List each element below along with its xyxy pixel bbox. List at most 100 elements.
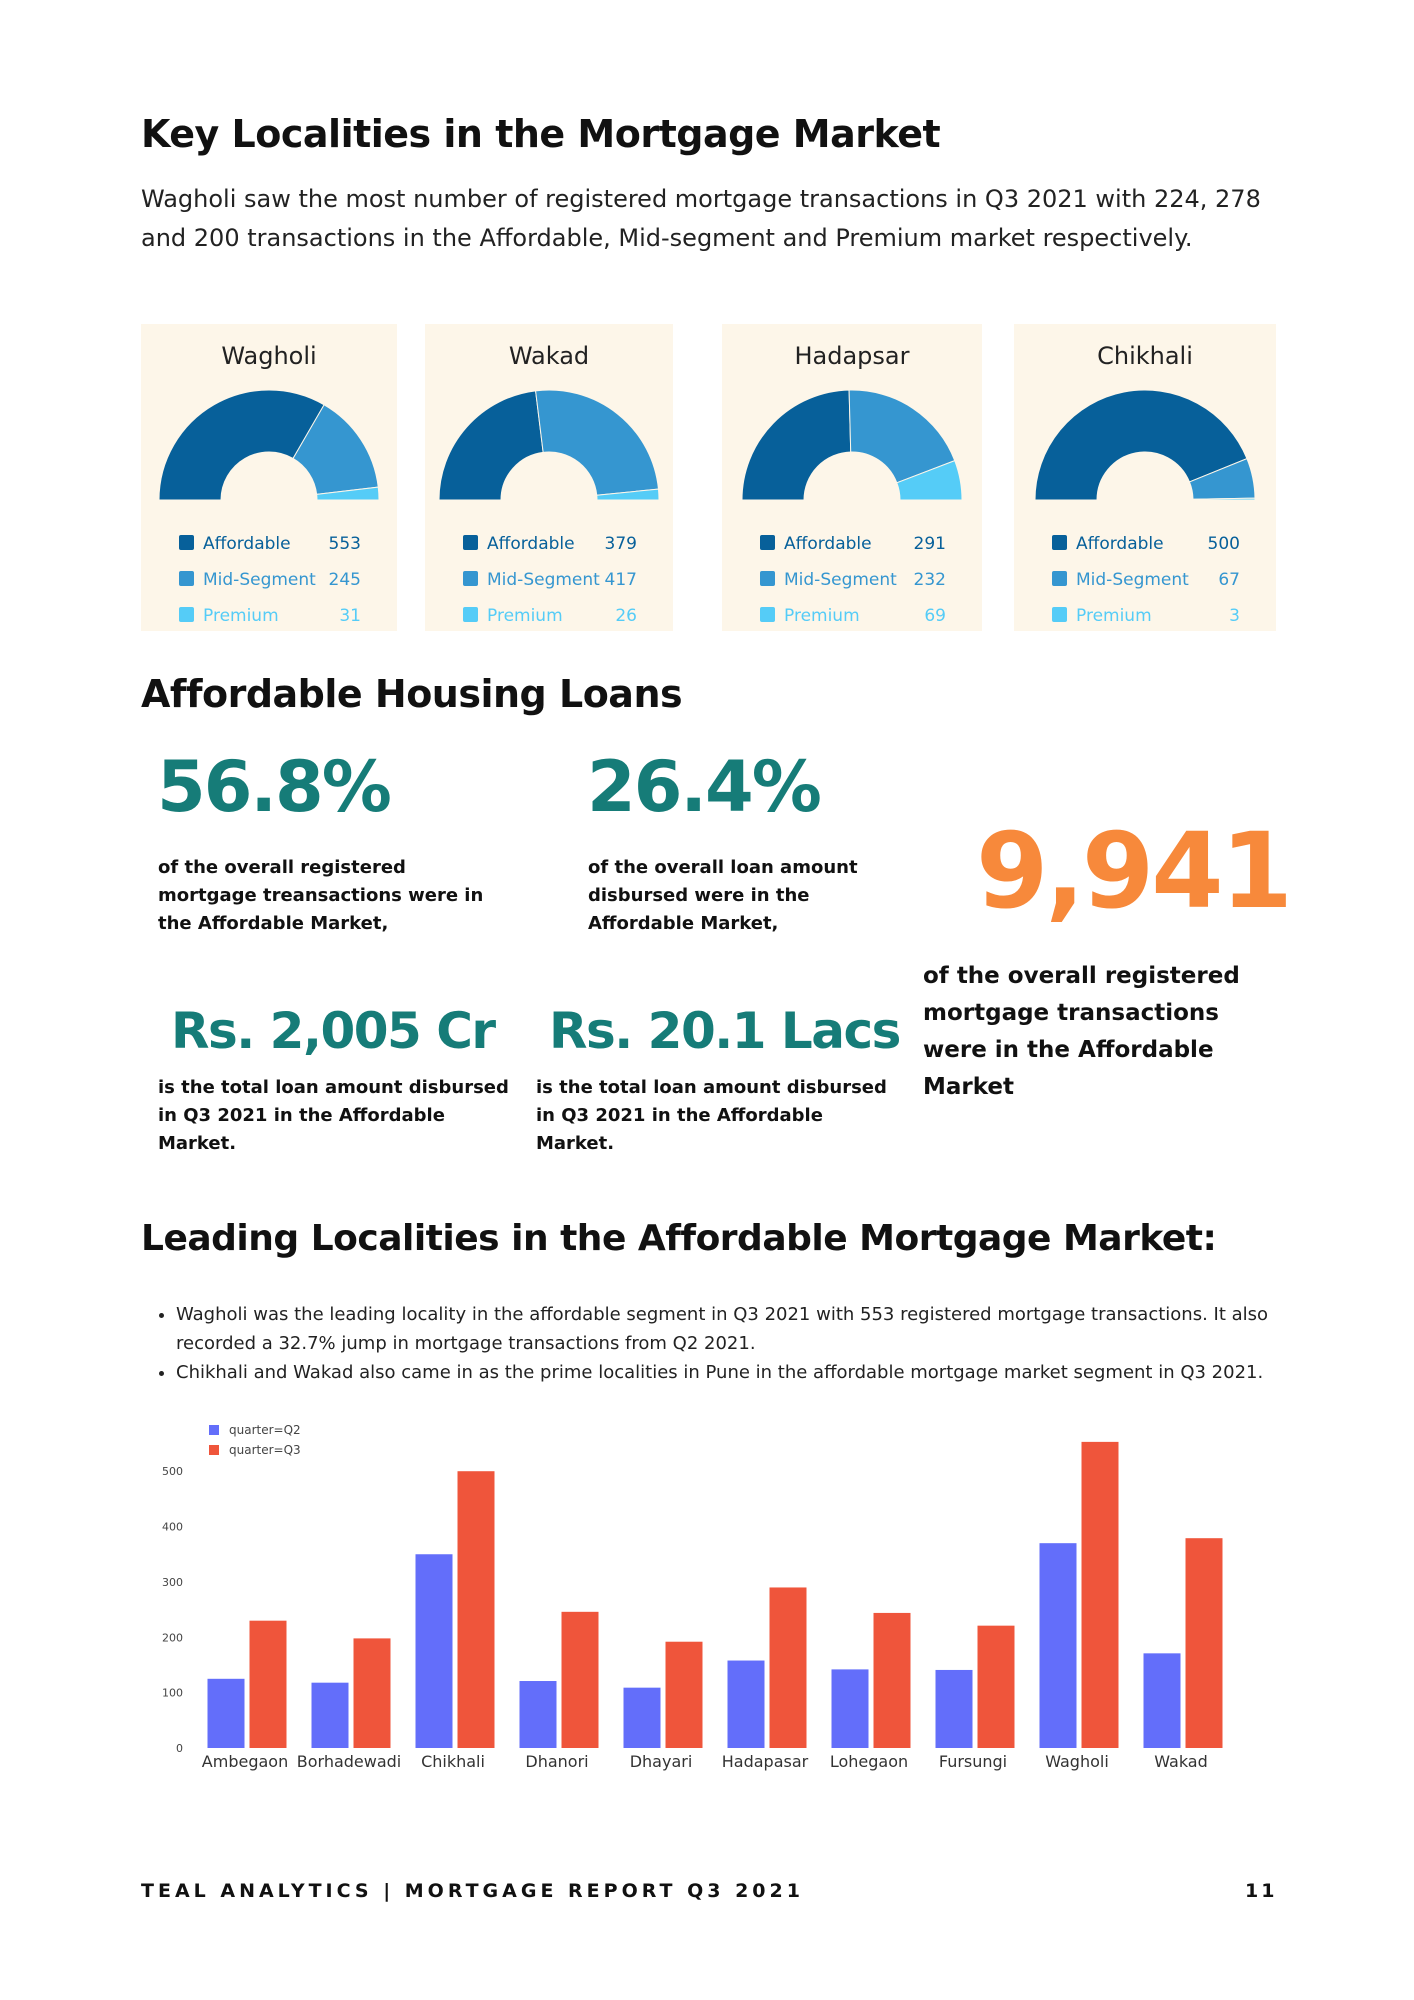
donut-card-wagholi: Wagholi Affordable 553 Mid-Segment 245 Premiu… xyxy=(141,324,397,631)
legend-swatch xyxy=(760,571,775,586)
legend-value: 3 xyxy=(1229,606,1240,626)
legend-value: 500 xyxy=(1208,534,1240,554)
legend-value: 291 xyxy=(914,534,946,554)
bar-q2 xyxy=(831,1669,869,1748)
donut-segment-affordable xyxy=(438,390,544,501)
legend-swatch xyxy=(463,571,478,586)
bar-q3 xyxy=(353,1638,391,1748)
donut-segment-premium xyxy=(316,486,380,501)
legend-value: 553 xyxy=(329,534,361,554)
donut-title: Chikhali xyxy=(1097,342,1193,370)
list-item: Wagholi was the leading locality in the … xyxy=(176,1300,1296,1358)
legend-value: 69 xyxy=(924,606,946,626)
legend-label: Mid-Segment xyxy=(784,570,897,590)
legend-value: 417 xyxy=(605,570,637,590)
stat-desc-average-amount: is the total loan amount disbursed in Q3… xyxy=(536,1077,887,1154)
legend-label: Premium xyxy=(203,606,279,626)
legend-label: Affordable xyxy=(1076,534,1164,554)
legend-value: 379 xyxy=(605,534,637,554)
stat-value-amount-share: 26.4% xyxy=(587,746,822,828)
section-title-key-localities: Key Localities in the Mortgage Market xyxy=(141,112,941,156)
x-tick-label: Wagholi xyxy=(1045,1752,1109,1771)
legend-label: Premium xyxy=(784,606,860,626)
bar-q2 xyxy=(623,1687,661,1748)
legend-label: quarter=Q3 xyxy=(229,1443,301,1457)
footer-report-title: TEAL ANALYTICS | MORTGAGE REPORT Q3 2021 xyxy=(141,1880,804,1902)
legend-label: Premium xyxy=(487,606,563,626)
stat-desc-total-amount: is the total loan amount disbursed in Q3… xyxy=(158,1077,509,1154)
legend-label: Mid-Segment xyxy=(487,570,600,590)
stat-desc-amount-share: of the overall loan amount disbursed wer… xyxy=(588,857,858,934)
bar-q2 xyxy=(1039,1543,1077,1748)
donut-title: Wagholi xyxy=(221,342,316,370)
y-tick-label: 0 xyxy=(176,1742,183,1755)
donut-segment-affordable xyxy=(158,389,325,501)
legend-value: 245 xyxy=(329,570,361,590)
legend-swatch xyxy=(760,607,775,622)
stat-value-transaction-count: 9,941 xyxy=(976,810,1293,932)
donut-segment-mid-segment xyxy=(848,389,956,484)
stat-value-transactions-share: 56.8% xyxy=(157,746,392,828)
legend-swatch xyxy=(179,607,194,622)
donut-card-wakad: Wakad Affordable 379 Mid-Segment 417 Premium 2… xyxy=(425,324,673,631)
bar-q2 xyxy=(207,1678,245,1748)
donut-segment-premium xyxy=(596,488,660,501)
bar-q3 xyxy=(249,1620,287,1748)
y-tick-label: 500 xyxy=(162,1465,183,1478)
bar-q3 xyxy=(873,1612,911,1748)
donut-title: Wakad xyxy=(509,342,589,370)
section-title-affordable-loans: Affordable Housing Loans xyxy=(141,672,683,716)
donut-card-chikhali: Chikhali Affordable 500 Mid-Segment 67 Premiu… xyxy=(1014,324,1276,631)
donut-title: Hadapsar xyxy=(794,342,909,370)
legend-swatch xyxy=(179,571,194,586)
intro-paragraph: Wagholi saw the most number of registere… xyxy=(141,185,1261,252)
legend-swatch xyxy=(463,607,478,622)
bar-q3 xyxy=(561,1611,599,1748)
donut-segment-mid-segment xyxy=(535,389,660,496)
x-tick-label: Dhayari xyxy=(630,1752,693,1771)
list-item: Chikhali and Wakad also came in as the p… xyxy=(176,1358,1296,1387)
legend-label: Affordable xyxy=(203,534,291,554)
legend-swatch xyxy=(463,535,478,550)
legend-value: 31 xyxy=(339,606,361,626)
x-tick-label: Dhanori xyxy=(525,1752,588,1771)
stat-desc-transaction-count: of the overall registered mortgage trans… xyxy=(923,963,1240,1100)
legend-swatch xyxy=(1052,607,1067,622)
y-tick-label: 100 xyxy=(162,1687,183,1700)
x-tick-label: Ambegaon xyxy=(202,1752,288,1771)
y-tick-label: 300 xyxy=(162,1576,183,1589)
legend-swatch xyxy=(179,535,194,550)
y-tick-label: 200 xyxy=(162,1631,183,1644)
x-tick-label: Lohegaon xyxy=(830,1752,908,1771)
legend-label: quarter=Q2 xyxy=(229,1423,301,1437)
legend-label: Affordable xyxy=(784,534,872,554)
x-tick-label: Borhadewadi xyxy=(297,1752,402,1771)
bar-q3 xyxy=(457,1471,495,1748)
legend-swatch xyxy=(209,1445,219,1455)
leading-localities-list: Wagholi was the leading locality in the … xyxy=(150,1300,1296,1387)
stat-value-total-amount: Rs. 2,005 Cr xyxy=(171,1002,496,1060)
legend-label: Affordable xyxy=(487,534,575,554)
legend-swatch xyxy=(1052,571,1067,586)
bar-q2 xyxy=(415,1554,453,1748)
page-number: 11 xyxy=(1245,1880,1278,1902)
bar-q2 xyxy=(935,1669,973,1748)
legend-value: 232 xyxy=(914,570,946,590)
x-tick-label: Wakad xyxy=(1154,1752,1208,1771)
bar-q3 xyxy=(977,1625,1015,1748)
x-tick-label: Fursungi xyxy=(939,1752,1007,1771)
donut-card-hadapsar: Hadapsar Affordable 291 Mid-Segment 232 Premi… xyxy=(722,324,982,631)
legend-swatch xyxy=(760,535,775,550)
stat-value-average-amount: Rs. 20.1 Lacs xyxy=(549,1002,901,1060)
donut-chart-svg: Hadapsar Affordable 291 Mid-Segment 232 Premi… xyxy=(741,342,963,626)
legend-value: 26 xyxy=(615,606,637,626)
donut-segment-premium xyxy=(1192,497,1256,501)
bar-q2 xyxy=(727,1660,765,1748)
locality-bar-chart: 0 100 200 300 400 500 Ambegaon Borhadewadi Chikh… xyxy=(162,1423,1223,1771)
donut-segment-affordable xyxy=(741,389,852,501)
bar-q3 xyxy=(665,1641,703,1748)
donut-chart-svg: Wagholi Affordable 553 Mid-Segment 245 Premiu… xyxy=(158,342,380,626)
bar-q2 xyxy=(311,1682,349,1748)
legend-label: Premium xyxy=(1076,606,1152,626)
